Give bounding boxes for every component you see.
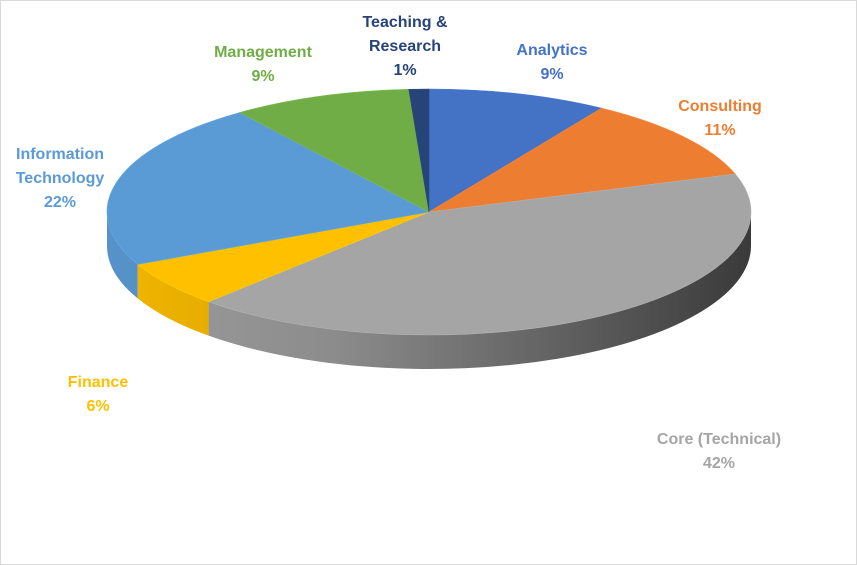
pie-side-information-technology <box>107 212 138 299</box>
data-label-information-technology: Information Technology 22% <box>16 146 105 211</box>
pie-slice-core-technical- <box>207 173 752 336</box>
data-label-consulting: Consulting 11% <box>678 98 762 139</box>
data-label-teaching-research: Teaching & Research 1% <box>362 14 447 79</box>
data-label-core-technical-: Core (Technical) 42% <box>657 431 781 472</box>
pie-slice-analytics <box>428 88 603 213</box>
data-label-finance: Finance 6% <box>68 374 129 415</box>
pie-slice-finance <box>136 211 430 302</box>
pie-slice-management <box>238 88 430 213</box>
pie-slice-information-technology <box>106 112 430 265</box>
data-label-analytics: Analytics 9% <box>516 42 587 83</box>
data-label-management: Management 9% <box>214 44 312 85</box>
pie-slice-teaching-research <box>408 88 430 213</box>
pie-side-core-technical- <box>208 212 752 369</box>
pie-slice-consulting <box>428 107 736 213</box>
pie-side-finance <box>137 264 209 336</box>
